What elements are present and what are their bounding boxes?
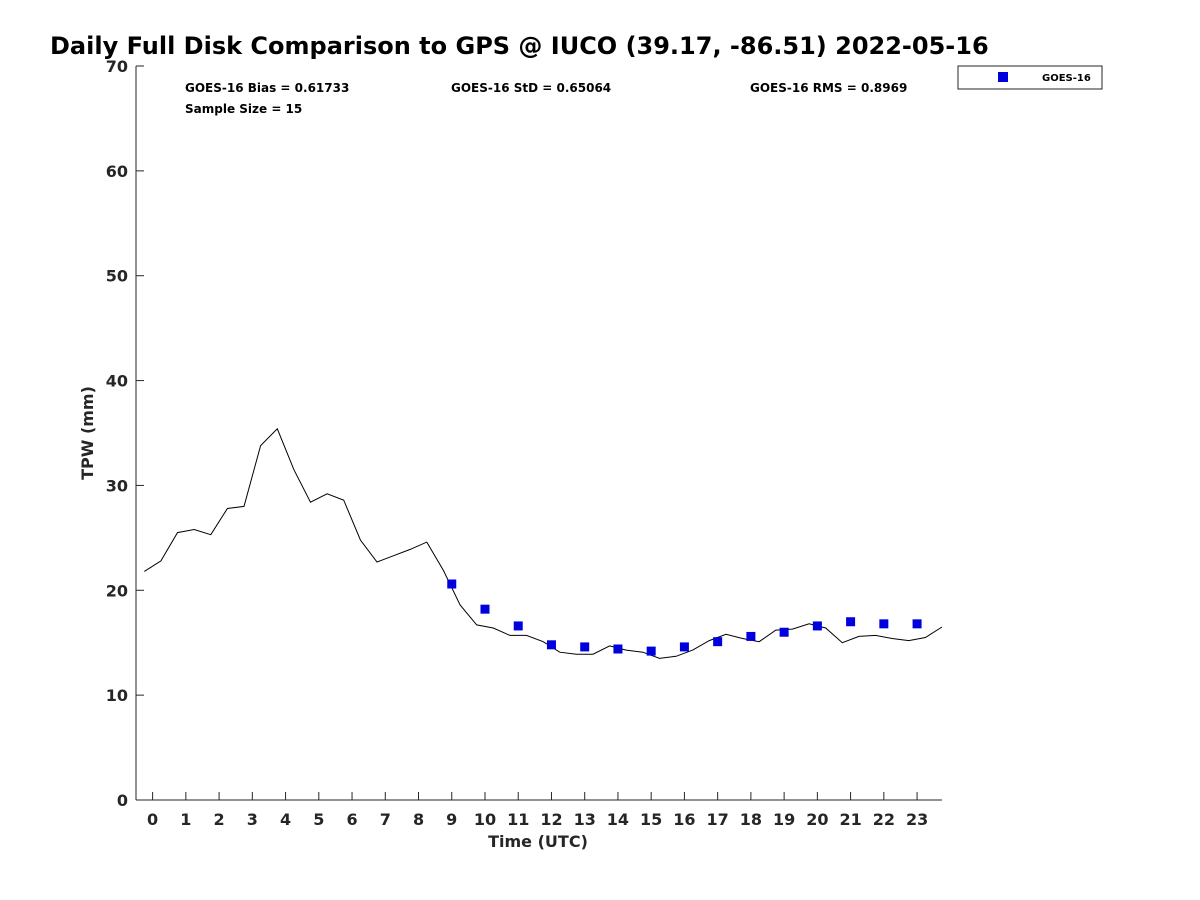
std-stat: GOES-16 StD = 0.65064 — [451, 81, 611, 95]
x-tick-label: 21 — [839, 810, 861, 829]
x-tick-label: 6 — [346, 810, 357, 829]
x-tick-label: 10 — [474, 810, 496, 829]
x-tick-label: 17 — [707, 810, 729, 829]
legend-goes16-marker — [998, 72, 1008, 82]
x-tick-label: 16 — [673, 810, 695, 829]
goes16-point — [713, 637, 723, 647]
goes16-point — [646, 646, 656, 656]
x-tick-label: 3 — [247, 810, 258, 829]
y-axis-label: TPW (mm) — [78, 386, 97, 480]
legend: GOES-16 — [957, 65, 1103, 90]
x-tick-label: 20 — [806, 810, 828, 829]
goes16-point — [912, 619, 922, 629]
x-tick-label: 1 — [180, 810, 191, 829]
x-tick-label: 14 — [607, 810, 629, 829]
y-tick-label: 30 — [106, 476, 128, 495]
goes16-point — [812, 621, 822, 631]
goes16-series-points — [447, 579, 922, 656]
x-tick-label: 19 — [773, 810, 795, 829]
bias-stat: GOES-16 Bias = 0.61733 — [185, 81, 349, 95]
goes16-point — [546, 640, 556, 650]
x-tick-label: 22 — [873, 810, 895, 829]
x-tick-label: 12 — [540, 810, 562, 829]
y-tick-label: 60 — [106, 162, 128, 181]
x-tick-label: 13 — [574, 810, 596, 829]
x-tick-label: 18 — [740, 810, 762, 829]
legend-box — [957, 65, 1103, 90]
y-tick-label: 40 — [106, 372, 128, 391]
goes16-point — [447, 579, 457, 589]
x-tick-label: 11 — [507, 810, 529, 829]
x-tick-label: 5 — [313, 810, 324, 829]
x-tick-label: 9 — [446, 810, 457, 829]
goes16-point — [879, 619, 889, 629]
goes16-point — [779, 627, 789, 637]
x-ticks: 0 1 2 3 4 5 6 7 8 9 10 11 12 13 14 15 16 17 18 19 20 21 22 23 — [147, 792, 928, 829]
goes16-point — [513, 621, 523, 631]
x-tick-label: 4 — [280, 810, 291, 829]
y-tick-label: 70 — [106, 57, 128, 76]
goes16-point — [580, 642, 590, 652]
y-ticks: 0 10 20 30 40 50 60 70 — [106, 57, 144, 810]
sample-size-stat: Sample Size = 15 — [185, 102, 302, 116]
y-tick-label: 0 — [117, 791, 128, 810]
gps-series-line — [144, 427, 943, 659]
x-tick-label: 7 — [380, 810, 391, 829]
goes16-point — [846, 617, 856, 627]
x-tick-label: 0 — [147, 810, 158, 829]
goes16-point — [613, 644, 623, 654]
goes16-point — [746, 631, 756, 641]
x-tick-label: 2 — [214, 810, 225, 829]
x-tick-label: 23 — [906, 810, 928, 829]
y-tick-label: 20 — [106, 581, 128, 600]
goes16-point — [679, 642, 689, 652]
goes16-point — [480, 604, 490, 614]
y-tick-label: 50 — [106, 267, 128, 286]
rms-stat: GOES-16 RMS = 0.8969 — [750, 81, 907, 95]
y-tick-label: 10 — [106, 686, 128, 705]
x-tick-label: 15 — [640, 810, 662, 829]
x-tick-label: 8 — [413, 810, 424, 829]
chart-title: Daily Full Disk Comparison to GPS @ IUCO… — [50, 32, 989, 60]
x-axis-label: Time (UTC) — [488, 832, 588, 851]
legend-goes16-label: GOES-16 — [1042, 73, 1091, 84]
